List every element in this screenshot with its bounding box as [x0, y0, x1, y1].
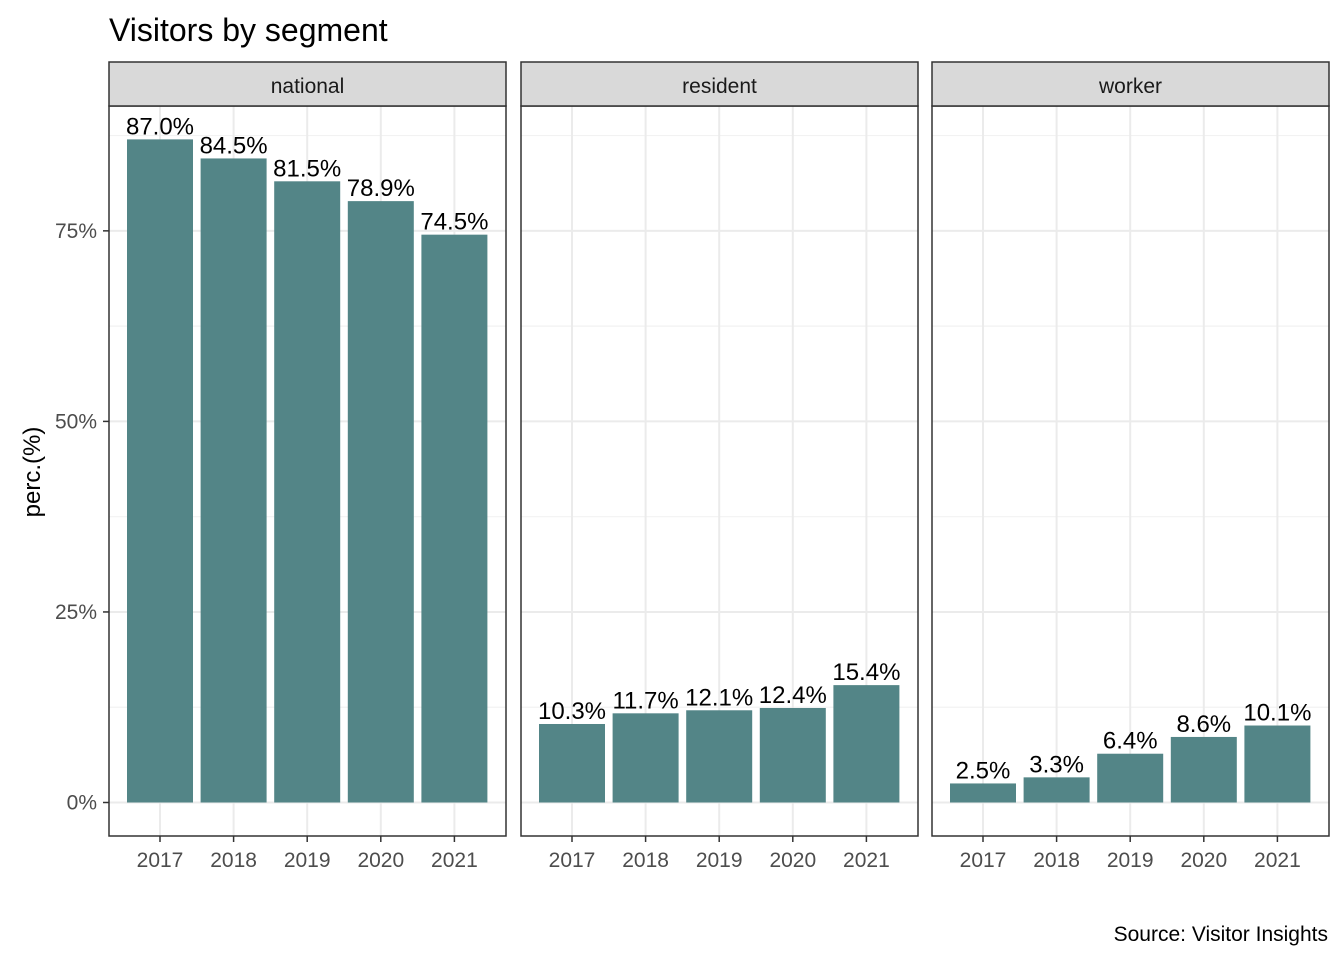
bar-national-2018 — [200, 158, 267, 803]
data-label: 11.7% — [612, 687, 678, 714]
bar-worker-2017 — [950, 783, 1016, 803]
data-label: 3.3% — [1029, 751, 1084, 778]
x-tick-label: 2020 — [357, 849, 404, 872]
y-tick-label: 75% — [55, 220, 97, 243]
chart-title: Visitors by segment — [109, 12, 388, 48]
x-tick-label: 2017 — [137, 849, 184, 872]
bar-resident-2020 — [759, 707, 826, 803]
bar-worker-2019 — [1097, 753, 1164, 803]
x-tick-label: 2017 — [549, 849, 596, 872]
x-tick-label: 2020 — [1180, 849, 1227, 872]
bar-resident-2019 — [686, 710, 753, 803]
y-axis-label: perc.(%) — [19, 427, 46, 518]
bar-resident-2021 — [833, 685, 900, 803]
bar-national-2020 — [347, 201, 414, 803]
y-tick-label: 0% — [67, 792, 97, 815]
data-label: 12.1% — [685, 684, 753, 711]
bar-worker-2021 — [1244, 725, 1311, 803]
plot-area: 87.0%84.5%81.5%78.9%74.5% national 2017 201… — [55, 61, 1330, 872]
data-label: 8.6% — [1176, 711, 1231, 738]
bar-resident-2017 — [539, 723, 605, 803]
x-tick-label: 2021 — [1254, 849, 1301, 872]
x-tick-label: 2019 — [696, 849, 743, 872]
bar-national-2017 — [127, 139, 193, 803]
bar-resident-2018 — [612, 713, 679, 803]
facet-strip-label: national — [271, 75, 345, 98]
data-label: 15.4% — [832, 659, 900, 686]
data-label: 12.4% — [759, 682, 827, 709]
x-tick-label: 2018 — [210, 849, 257, 872]
data-label: 87.0% — [126, 113, 194, 140]
x-tick-label: 2021 — [843, 849, 890, 872]
data-label: 81.5% — [273, 155, 341, 182]
y-tick-label: 50% — [55, 410, 97, 433]
data-label: 10.3% — [538, 698, 606, 725]
data-label: 10.1% — [1243, 700, 1311, 727]
x-tick-label: 2020 — [769, 849, 816, 872]
bar-national-2019 — [274, 181, 341, 803]
bar-worker-2018 — [1023, 777, 1090, 803]
facet-panel-worker: 2.5% 3.3% 6.4% 8.6% 10.1% worker 2017 2018 2019 2… — [931, 61, 1330, 872]
facet-strip-label: resident — [682, 75, 757, 98]
facet-panel-resident: 10.3% 11.7% 12.1% 12.4%15.4% resident 2017 201… — [520, 61, 919, 872]
data-label: 74.5% — [420, 209, 488, 236]
x-tick-label: 2019 — [1107, 849, 1154, 872]
facet-panel-national: 87.0%84.5%81.5%78.9%74.5% national 2017 201… — [108, 61, 507, 872]
facet-strip — [108, 61, 507, 107]
facet-strip — [931, 61, 1330, 107]
data-label: 2.5% — [956, 757, 1011, 784]
bar-worker-2020 — [1170, 736, 1237, 803]
x-tick-label: 2019 — [284, 849, 331, 872]
data-label: 6.4% — [1103, 728, 1158, 755]
facet-strip-label: worker — [1098, 75, 1162, 98]
data-label: 78.9% — [347, 175, 415, 202]
x-tick-label: 2017 — [960, 849, 1007, 872]
x-tick-label: 2018 — [622, 849, 669, 872]
data-label: 84.5% — [200, 132, 268, 159]
facet-strip — [520, 61, 919, 107]
x-tick-label: 2018 — [1033, 849, 1080, 872]
y-tick-label: 25% — [55, 601, 97, 624]
chart-caption: Source: Visitor Insights — [1114, 923, 1328, 946]
bar-national-2021 — [421, 234, 488, 803]
x-tick-label: 2021 — [431, 849, 478, 872]
